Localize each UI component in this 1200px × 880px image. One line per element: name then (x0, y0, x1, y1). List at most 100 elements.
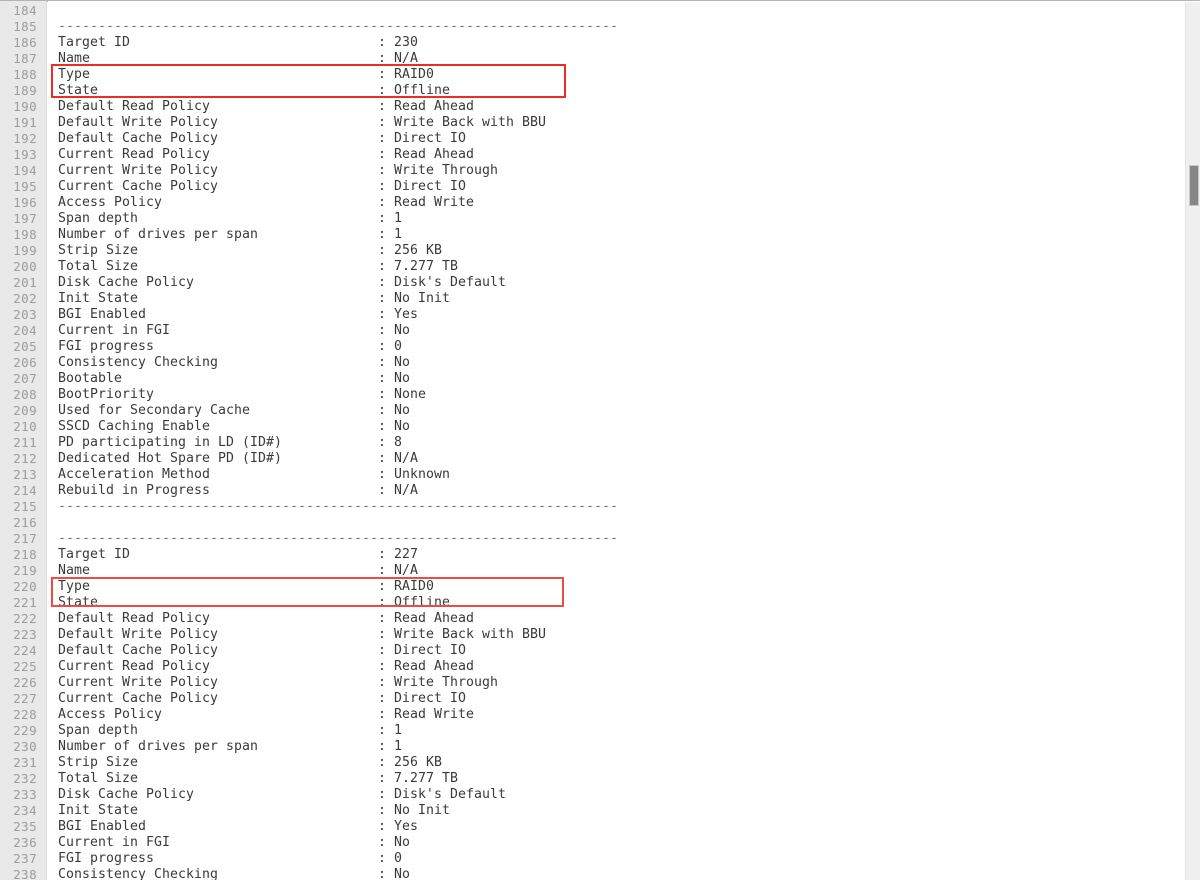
property-key: SSCD Caching Enable (58, 419, 378, 434)
property-line[interactable]: Default Cache Policy : Direct IO (58, 131, 466, 147)
property-value: : Offline (377, 83, 450, 98)
property-line[interactable]: Access Policy : Read Write (58, 707, 474, 723)
property-key: Default Cache Policy (58, 131, 378, 146)
property-key: Strip Size (58, 755, 378, 770)
property-line[interactable]: Init State : No Init (58, 803, 450, 819)
property-line[interactable]: FGI progress : 0 (58, 851, 402, 867)
property-line[interactable]: Current Cache Policy : Direct IO (58, 691, 466, 707)
line-number: 218 (13, 547, 37, 562)
vertical-scrollbar-track[interactable] (1185, 2, 1200, 880)
property-line[interactable]: Rebuild in Progress : N/A (58, 483, 418, 499)
property-key: FGI progress (58, 851, 378, 866)
property-key: FGI progress (58, 339, 378, 354)
line-number: 220 (13, 579, 37, 594)
property-line[interactable]: Default Write Policy : Write Back with B… (58, 115, 546, 131)
property-line[interactable]: Strip Size : 256 KB (58, 755, 442, 771)
property-key: Current Cache Policy (58, 179, 378, 194)
property-line[interactable]: Number of drives per span : 1 (58, 227, 402, 243)
property-value: : N/A (377, 451, 418, 466)
property-line[interactable]: Current Write Policy : Write Through (58, 675, 498, 691)
property-line[interactable]: Total Size : 7.277 TB (58, 259, 458, 275)
property-line[interactable]: Current Read Policy : Read Ahead (58, 147, 474, 163)
property-line[interactable]: Disk Cache Policy : Disk's Default (58, 275, 506, 291)
property-line[interactable]: SSCD Caching Enable : No (58, 419, 410, 435)
property-line[interactable]: FGI progress : 0 (58, 339, 402, 355)
property-value: : 1 (377, 211, 402, 226)
property-line[interactable]: Span depth : 1 (58, 211, 402, 227)
line-number: 226 (13, 675, 37, 690)
property-key: Used for Secondary Cache (58, 403, 378, 418)
property-key: Default Write Policy (58, 627, 378, 642)
property-key: Name (58, 563, 378, 578)
property-line[interactable]: Number of drives per span : 1 (58, 739, 402, 755)
property-value: : Direct IO (377, 643, 466, 658)
property-line[interactable]: Init State : No Init (58, 291, 450, 307)
line-number: 230 (13, 739, 37, 754)
property-line[interactable]: Target ID : 227 (58, 547, 418, 563)
property-line[interactable]: Current Write Policy : Write Through (58, 163, 498, 179)
property-line[interactable]: Acceleration Method : Unknown (58, 467, 450, 483)
property-line[interactable]: Name : N/A (58, 51, 418, 67)
separator-line[interactable]: ----------------------------------------… (58, 531, 618, 547)
property-key: BGI Enabled (58, 307, 378, 322)
property-line[interactable]: Default Cache Policy : Direct IO (58, 643, 466, 659)
property-key: State (58, 595, 378, 610)
property-value: : Write Through (377, 675, 498, 690)
line-number: 228 (13, 707, 37, 722)
vertical-scrollbar-thumb[interactable] (1189, 165, 1199, 206)
property-value: : No (377, 403, 410, 418)
property-line[interactable]: Default Read Policy : Read Ahead (58, 99, 474, 115)
property-line[interactable]: BGI Enabled : Yes (58, 307, 418, 323)
property-value: : 8 (377, 435, 402, 450)
property-line[interactable]: Current in FGI : No (58, 835, 410, 851)
property-value: : No Init (377, 803, 450, 818)
property-key: Rebuild in Progress (58, 483, 378, 498)
property-line[interactable]: Name : N/A (58, 563, 418, 579)
property-line[interactable]: BootPriority : None (58, 387, 426, 403)
line-number: 185 (13, 19, 37, 34)
property-line[interactable]: Default Write Policy : Write Back with B… (58, 627, 546, 643)
property-value: : 256 KB (377, 755, 442, 770)
code-content-area[interactable]: ----------------------------------------… (48, 1, 1200, 880)
property-line[interactable]: Span depth : 1 (58, 723, 402, 739)
property-line[interactable]: Current Cache Policy : Direct IO (58, 179, 466, 195)
property-key: Total Size (58, 259, 378, 274)
property-line[interactable]: State : Offline (58, 595, 450, 611)
dashed-rule: ----------------------------------------… (58, 499, 618, 514)
property-line[interactable]: Consistency Checking : No (58, 355, 410, 371)
separator-line[interactable]: ----------------------------------------… (58, 499, 618, 515)
property-line[interactable]: Bootable : No (58, 371, 410, 387)
property-line[interactable]: Used for Secondary Cache : No (58, 403, 410, 419)
property-value: : 7.277 TB (377, 771, 458, 786)
property-key: State (58, 83, 378, 98)
property-line[interactable]: Strip Size : 256 KB (58, 243, 442, 259)
property-line[interactable]: Access Policy : Read Write (58, 195, 474, 211)
property-line[interactable]: Disk Cache Policy : Disk's Default (58, 787, 506, 803)
property-key: Current in FGI (58, 323, 378, 338)
property-value: : RAID0 (377, 579, 434, 594)
property-line[interactable]: Target ID : 230 (58, 35, 418, 51)
property-line[interactable]: Dedicated Hot Spare PD (ID#) : N/A (58, 451, 418, 467)
separator-line[interactable]: ----------------------------------------… (58, 19, 618, 35)
property-line[interactable]: Type : RAID0 (58, 67, 434, 83)
property-key: Disk Cache Policy (58, 275, 378, 290)
property-line[interactable]: PD participating in LD (ID#) : 8 (58, 435, 402, 451)
property-line[interactable]: Current Read Policy : Read Ahead (58, 659, 474, 675)
property-line[interactable]: Type : RAID0 (58, 579, 434, 595)
property-key: Current Cache Policy (58, 691, 378, 706)
property-value: : N/A (377, 483, 418, 498)
property-value: : Write Back with BBU (377, 627, 546, 642)
property-line[interactable]: Current in FGI : No (58, 323, 410, 339)
line-number: 208 (13, 387, 37, 402)
line-number: 189 (13, 83, 37, 98)
line-number: 205 (13, 339, 37, 354)
line-number: 202 (13, 291, 37, 306)
property-key: Target ID (58, 547, 378, 562)
property-line[interactable]: BGI Enabled : Yes (58, 819, 418, 835)
property-line[interactable]: State : Offline (58, 83, 450, 99)
property-line[interactable]: Total Size : 7.277 TB (58, 771, 458, 787)
property-value: : Direct IO (377, 179, 466, 194)
property-line[interactable]: Default Read Policy : Read Ahead (58, 611, 474, 627)
property-line[interactable]: Consistency Checking : No (58, 867, 410, 880)
